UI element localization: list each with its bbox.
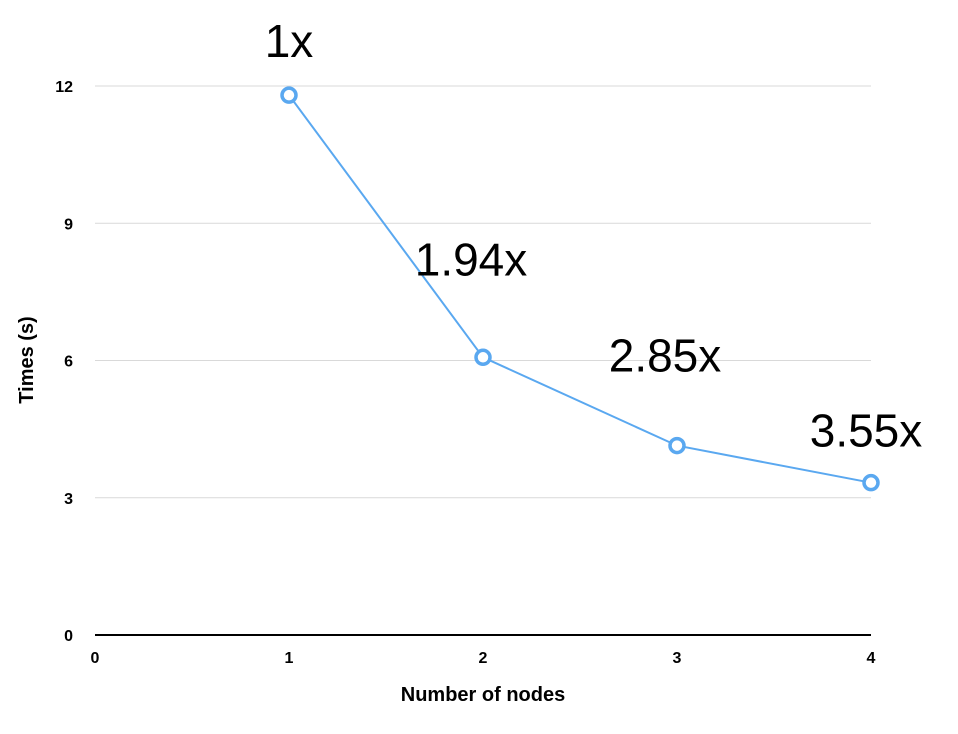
series: [280, 86, 880, 492]
data-label: 2.85x: [609, 330, 722, 382]
data-label: 1x: [265, 15, 314, 67]
x-axis-title: Number of nodes: [401, 684, 565, 706]
x-tick-label: 1: [285, 650, 294, 667]
x-tick-label: 3: [673, 650, 682, 667]
y-tick-label: 0: [64, 628, 73, 645]
x-tick-label: 0: [91, 650, 100, 667]
y-axis-title: Times (s): [16, 316, 38, 403]
y-tick-label: 6: [64, 354, 73, 371]
y-tick-label: 3: [64, 491, 73, 508]
y-tick-label: 12: [55, 79, 73, 96]
y-tick-label: 9: [64, 216, 73, 233]
gridlines: [95, 85, 871, 499]
data-point: [668, 436, 686, 455]
data-label: 3.55x: [810, 405, 923, 457]
data-point: [862, 473, 880, 492]
x-tick-label: 4: [867, 650, 876, 667]
data-point: [474, 348, 492, 367]
series-line: [288, 94, 872, 484]
data-label: 1.94x: [415, 233, 528, 285]
x-tick-label: 2: [479, 650, 488, 667]
data-point: [280, 86, 298, 104]
data-labels: 1x 1.94x 2.85x 3.55x: [265, 15, 923, 457]
